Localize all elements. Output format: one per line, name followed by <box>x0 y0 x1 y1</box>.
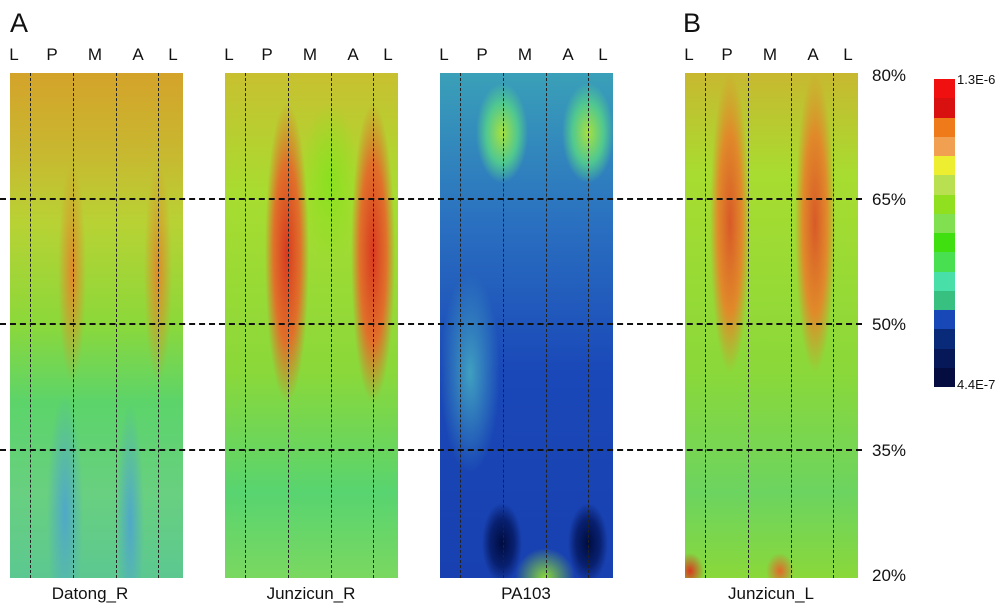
colorbar-band <box>934 156 955 176</box>
panel-name-datong-r: Datong_R <box>51 584 129 603</box>
section-divider-line <box>588 73 589 578</box>
section-divider-line <box>748 73 749 578</box>
position-label: L <box>439 45 449 64</box>
colorbar-band <box>934 329 955 349</box>
heatmap-pa103 <box>440 73 613 578</box>
section-divider-line <box>791 73 792 578</box>
position-label: L <box>168 45 178 64</box>
section-divider-line <box>288 73 289 578</box>
panel-letter-a: A <box>10 8 29 38</box>
colorbar-min-label: 4.4E-7 <box>957 377 996 392</box>
section-divider-line <box>503 73 504 578</box>
position-label: P <box>721 45 733 64</box>
position-label: L <box>9 45 19 64</box>
panel-name-pa103: PA103 <box>501 584 551 603</box>
percent-label-50: 50% <box>872 315 907 334</box>
percent-label-80: 80% <box>872 66 907 85</box>
percent-label-20: 20% <box>872 566 907 585</box>
position-label: A <box>562 45 574 64</box>
position-label: P <box>476 45 488 64</box>
position-label: P <box>261 45 273 64</box>
position-label: A <box>807 45 819 64</box>
colorbar-band <box>934 310 955 330</box>
section-divider-line <box>73 73 74 578</box>
position-label: M <box>762 45 778 64</box>
section-divider-line <box>245 73 246 578</box>
colorbar-band <box>934 233 955 253</box>
section-divider-line <box>546 73 547 578</box>
panel-name-junzicun-r: Junzicun_R <box>266 584 356 603</box>
heatmap-junzicun-l <box>685 73 858 578</box>
position-label: L <box>598 45 608 64</box>
colorbar-band <box>934 194 955 214</box>
colorbar-band <box>934 98 955 118</box>
colorbar-band <box>934 348 955 368</box>
position-label: L <box>843 45 853 64</box>
section-divider-line <box>833 73 834 578</box>
position-label: L <box>383 45 393 64</box>
colorbar-band <box>934 136 955 156</box>
colorbar-band <box>934 367 955 387</box>
position-label: M <box>87 45 103 64</box>
colorbar <box>934 79 955 387</box>
percent-label-65: 65% <box>872 190 907 209</box>
position-label: L <box>684 45 694 64</box>
colorbar-max-label: 1.3E-6 <box>957 72 996 87</box>
section-divider-line <box>705 73 706 578</box>
colorbar-band <box>934 79 955 99</box>
position-label: A <box>347 45 359 64</box>
panel-name-junzicun-l: Junzicun_L <box>727 584 814 603</box>
position-label: M <box>302 45 318 64</box>
level-line-50 <box>0 323 862 325</box>
position-label: P <box>46 45 58 64</box>
position-label: L <box>224 45 234 64</box>
panel-letter-b: B <box>683 8 702 38</box>
percent-label-35: 35% <box>872 441 907 460</box>
heatmap-junzicun-r <box>225 73 398 578</box>
colorbar-band <box>934 252 955 272</box>
position-label: M <box>517 45 533 64</box>
section-divider-line <box>460 73 461 578</box>
section-divider-line <box>373 73 374 578</box>
colorbar-band <box>934 117 955 137</box>
level-line-65 <box>0 198 862 200</box>
level-line-35 <box>0 449 862 451</box>
section-divider-line <box>158 73 159 578</box>
colorbar-band <box>934 290 955 310</box>
section-divider-line <box>116 73 117 578</box>
colorbar-band <box>934 175 955 195</box>
colorbar-band <box>934 213 955 233</box>
position-label: A <box>132 45 144 64</box>
heatmap-datong-r <box>10 73 183 578</box>
section-divider-line <box>331 73 332 578</box>
section-divider-line <box>30 73 31 578</box>
colorbar-band <box>934 271 955 291</box>
